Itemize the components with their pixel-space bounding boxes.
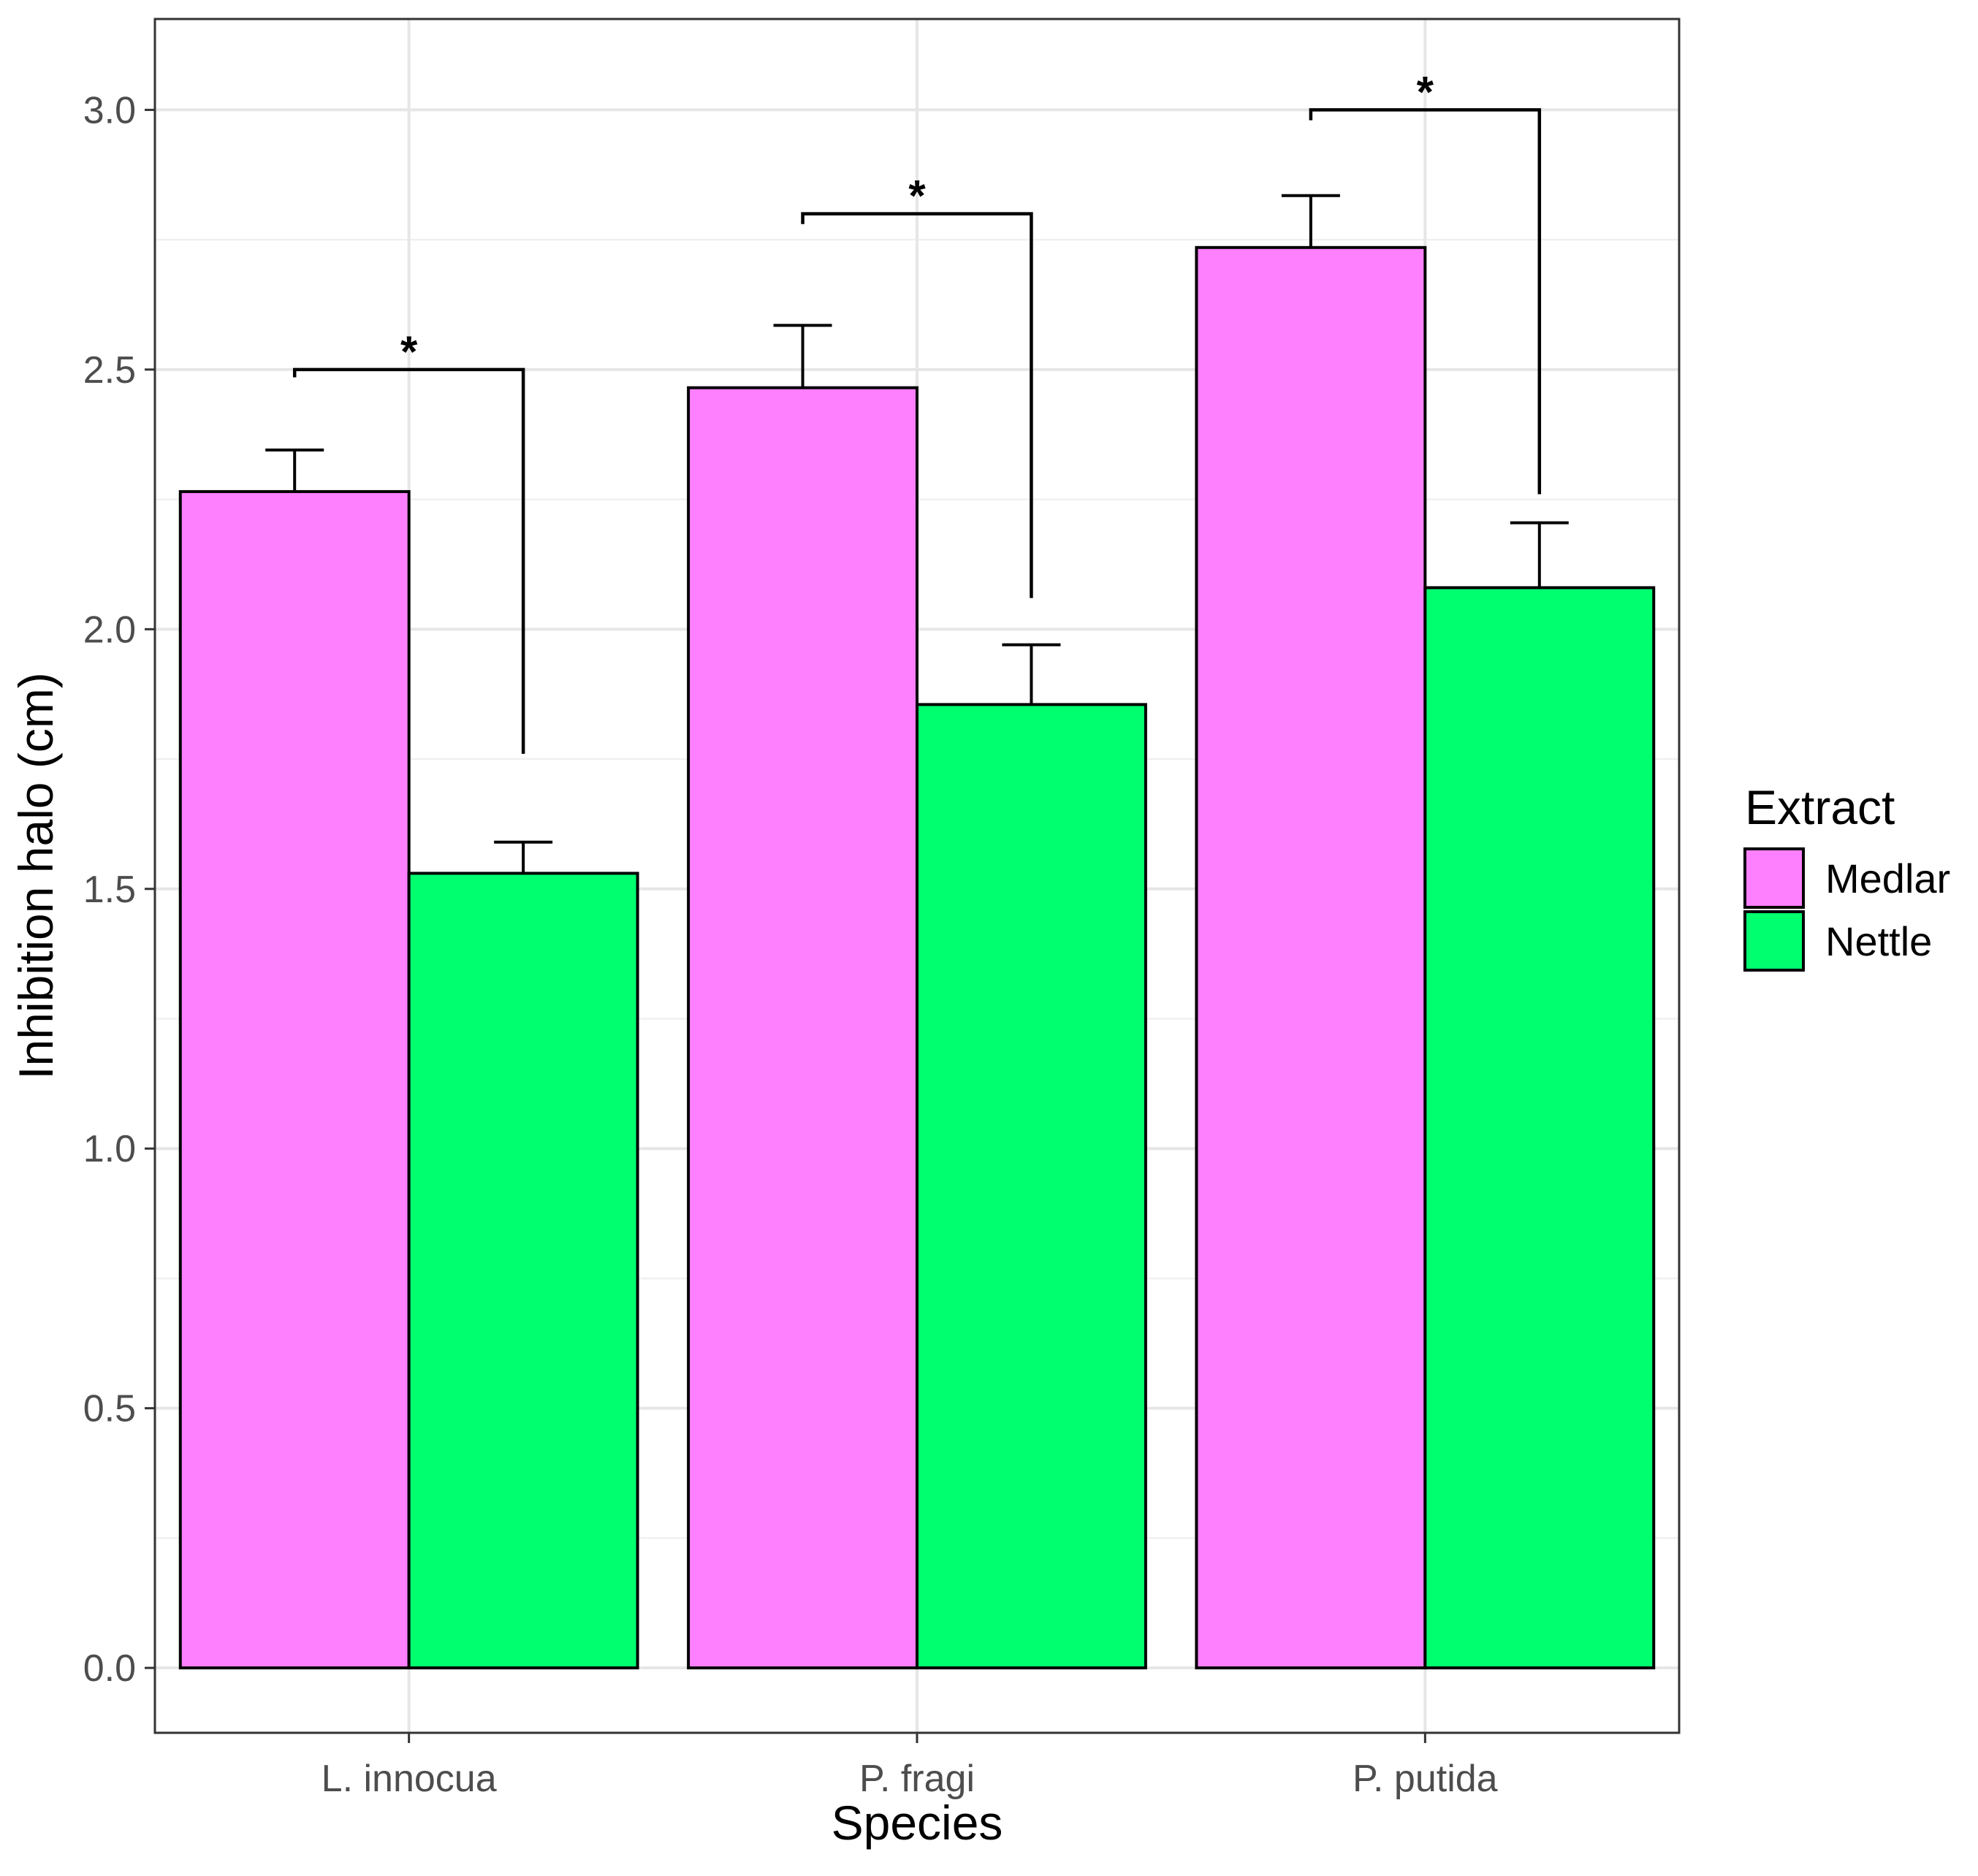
x-tick-label: P. fragi — [859, 1758, 975, 1800]
bar-nettle — [407, 872, 639, 1670]
legend-title: Extract — [1745, 780, 1895, 834]
bar-nettle — [1423, 586, 1656, 1670]
legend-label-medlar: Medlar — [1825, 855, 1950, 901]
significance-label: * — [400, 327, 418, 376]
bar-medlar — [178, 489, 411, 1670]
significance-label: * — [908, 172, 926, 221]
y-tick-label: 2.5 — [83, 349, 136, 392]
y-tick-label: 1.5 — [83, 869, 136, 911]
significance-label: * — [1417, 67, 1434, 116]
y-tick-label: 2.0 — [83, 609, 136, 651]
bar-medlar — [1195, 245, 1427, 1670]
significance-bracket — [1309, 108, 1542, 495]
y-tick-label: 1.0 — [83, 1128, 136, 1170]
x-axis-title: Species — [832, 1796, 1003, 1850]
bar-nettle — [916, 703, 1147, 1670]
x-tick-label: L. innocua — [322, 1758, 497, 1800]
y-axis-title: Inhibition halo (cm) — [9, 672, 63, 1080]
y-tick-label: 3.0 — [83, 89, 136, 131]
significance-bracket — [292, 367, 525, 754]
y-tick-label: 0.5 — [83, 1388, 136, 1430]
legend-key-medlar — [1743, 847, 1805, 909]
legend-label-nettle: Nettle — [1825, 918, 1932, 964]
bar-medlar — [687, 386, 918, 1670]
legend-key-nettle — [1743, 910, 1805, 972]
y-tick-label: 0.0 — [83, 1647, 136, 1690]
significance-bracket — [801, 212, 1033, 598]
x-tick-label: P. putida — [1353, 1758, 1498, 1800]
